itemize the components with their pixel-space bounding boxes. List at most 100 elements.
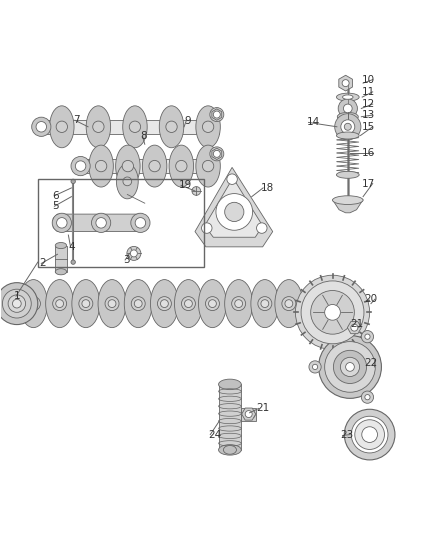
Circle shape (344, 409, 395, 460)
Text: 19: 19 (179, 180, 192, 190)
Circle shape (340, 357, 360, 376)
Circle shape (96, 217, 106, 228)
Ellipse shape (98, 280, 126, 328)
Circle shape (149, 160, 160, 172)
Circle shape (201, 223, 212, 233)
Ellipse shape (169, 145, 194, 187)
Circle shape (123, 177, 132, 185)
Ellipse shape (332, 196, 363, 205)
Bar (55, 246, 67, 272)
Ellipse shape (275, 280, 303, 328)
Text: 13: 13 (362, 110, 375, 120)
Circle shape (282, 297, 296, 311)
Circle shape (346, 362, 354, 372)
Ellipse shape (19, 280, 47, 328)
Circle shape (342, 79, 349, 87)
Bar (77, 159, 219, 173)
Circle shape (343, 104, 352, 113)
Circle shape (351, 324, 358, 331)
Circle shape (202, 121, 214, 133)
Text: 23: 23 (340, 431, 353, 440)
Circle shape (335, 114, 361, 140)
Circle shape (93, 121, 104, 133)
Circle shape (208, 300, 216, 308)
Circle shape (351, 416, 388, 453)
Text: 6: 6 (52, 191, 59, 201)
Circle shape (135, 217, 146, 228)
Ellipse shape (223, 446, 237, 454)
Circle shape (92, 213, 111, 232)
Circle shape (71, 260, 75, 264)
Circle shape (129, 121, 141, 133)
Circle shape (75, 161, 86, 171)
Circle shape (232, 297, 246, 311)
Circle shape (108, 300, 116, 308)
Text: 8: 8 (141, 132, 147, 141)
Text: 16: 16 (362, 148, 375, 158)
Circle shape (29, 300, 37, 308)
Circle shape (12, 299, 21, 308)
Ellipse shape (159, 106, 184, 148)
Ellipse shape (174, 280, 202, 328)
Bar (306, 297, 337, 310)
Circle shape (32, 117, 51, 136)
Circle shape (261, 300, 269, 308)
Circle shape (181, 297, 195, 311)
Ellipse shape (116, 145, 140, 187)
Text: 11: 11 (362, 87, 375, 97)
Circle shape (56, 121, 67, 133)
Circle shape (176, 160, 187, 172)
Ellipse shape (124, 280, 152, 328)
Circle shape (52, 213, 71, 232)
Text: 2: 2 (39, 259, 46, 269)
Circle shape (192, 187, 201, 195)
Ellipse shape (49, 106, 74, 148)
Ellipse shape (150, 280, 178, 328)
Circle shape (57, 217, 67, 228)
Text: 24: 24 (208, 430, 221, 440)
Polygon shape (53, 214, 147, 231)
Text: 22: 22 (364, 358, 377, 368)
Circle shape (225, 203, 244, 222)
Circle shape (131, 250, 138, 257)
Text: 12: 12 (362, 99, 375, 109)
Circle shape (79, 297, 93, 311)
Ellipse shape (336, 93, 359, 101)
Circle shape (311, 290, 354, 334)
Text: 15: 15 (362, 122, 375, 132)
Text: 14: 14 (306, 117, 320, 127)
Polygon shape (205, 178, 263, 237)
Bar (38, 120, 219, 134)
Ellipse shape (117, 164, 138, 199)
Circle shape (210, 108, 224, 122)
Circle shape (344, 123, 351, 130)
Text: 18: 18 (261, 183, 274, 193)
Text: 3: 3 (123, 255, 130, 265)
Ellipse shape (55, 243, 67, 248)
Polygon shape (195, 167, 273, 247)
Circle shape (362, 427, 378, 442)
Circle shape (56, 300, 64, 308)
Ellipse shape (55, 269, 67, 275)
Circle shape (134, 300, 142, 308)
Circle shape (202, 160, 214, 172)
Circle shape (235, 300, 243, 308)
Circle shape (361, 391, 374, 403)
Circle shape (227, 174, 237, 184)
Text: 10: 10 (362, 75, 375, 85)
Ellipse shape (251, 280, 279, 328)
Circle shape (257, 223, 267, 233)
Circle shape (301, 281, 364, 344)
Ellipse shape (196, 106, 220, 148)
Circle shape (312, 364, 318, 369)
Ellipse shape (337, 112, 358, 121)
Circle shape (131, 297, 145, 311)
Circle shape (105, 297, 119, 311)
Circle shape (71, 157, 90, 176)
Circle shape (157, 297, 171, 311)
Circle shape (122, 160, 134, 172)
Ellipse shape (86, 106, 111, 148)
Circle shape (36, 122, 46, 132)
Circle shape (127, 246, 141, 261)
Ellipse shape (46, 280, 74, 328)
